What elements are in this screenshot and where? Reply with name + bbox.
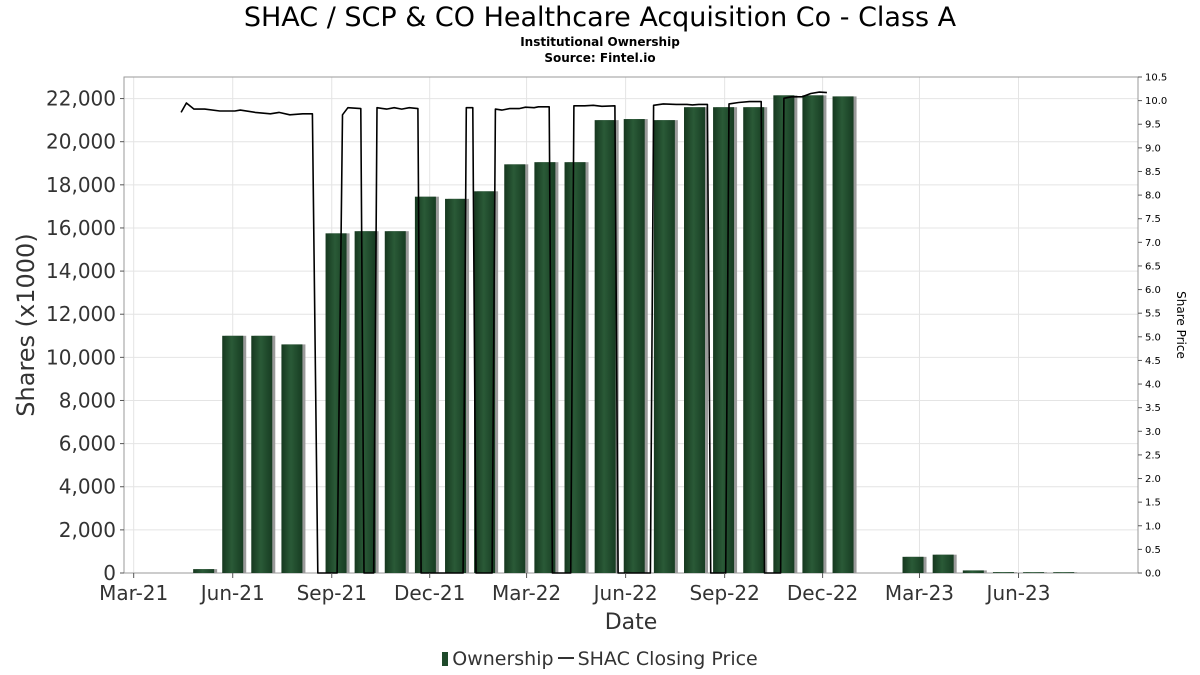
- y2-tick-label: 0.0: [1145, 569, 1161, 580]
- ownership-bar: [354, 231, 376, 574]
- y-tick-label: 14,000: [46, 259, 116, 283]
- x-tick-label: Sep-22: [689, 581, 759, 605]
- ownership-bar: [222, 335, 244, 573]
- right-axis: 0.0 0.5 1.0 1.5 2.0 2.5 3.0 3.5 4.0 4.5 5.0 5.5 6.0 6…: [1138, 73, 1167, 580]
- y-tick-label: 20,000: [46, 130, 116, 154]
- ownership-bar: [902, 556, 924, 573]
- y2-tick-label: 2.5: [1145, 450, 1161, 461]
- y-axis-label: Shares (x1000): [12, 233, 40, 416]
- y2-tick-label: 3.0: [1145, 427, 1161, 438]
- ownership-bar: [1053, 572, 1075, 573]
- y2-tick-label: 4.0: [1145, 380, 1161, 391]
- ownership-bar: [281, 344, 303, 573]
- ownership-bar: [653, 120, 675, 573]
- y-tick-label: 8,000: [59, 388, 116, 412]
- ownership-bar: [414, 196, 436, 573]
- ownership-bar: [684, 107, 706, 573]
- x-tick-label: Jun-22: [592, 581, 658, 605]
- ownership-bar: [713, 107, 735, 573]
- y2-tick-label: 7.5: [1145, 214, 1161, 225]
- ownership-bar: [251, 335, 273, 573]
- ownership-bar: [802, 95, 824, 573]
- price-line: [180, 91, 827, 574]
- x-tick-label: Sep-21: [297, 581, 367, 605]
- legend: Ownership SHAC Closing Price: [0, 647, 1200, 671]
- y2-tick-label: 2.0: [1145, 474, 1161, 485]
- y-tick-label: 16,000: [46, 216, 116, 240]
- y2-tick-label: 6.5: [1145, 261, 1161, 272]
- ownership-bar: [1023, 572, 1045, 573]
- price-line-group: [180, 91, 827, 574]
- ownership-bar: [474, 191, 496, 573]
- left-axis: 0 2,000 4,000 6,000 8,000 10,000 12,000 14,000 1…: [46, 87, 124, 585]
- y2-tick-label: 10.0: [1145, 96, 1167, 107]
- y2-tick-label: 5.0: [1145, 332, 1161, 343]
- ownership-bar: [832, 96, 854, 574]
- y-tick-label: 10,000: [46, 345, 116, 369]
- ownership-bar: [504, 164, 526, 574]
- y-tick-label: 22,000: [46, 87, 116, 111]
- price-swatch: [557, 657, 574, 659]
- y2-tick-label: 7.0: [1145, 238, 1161, 249]
- ownership-bars: [193, 95, 1078, 574]
- y2-tick-label: 6.0: [1145, 285, 1161, 296]
- y2-tick-label: 8.0: [1145, 191, 1161, 202]
- y2-tick-label: 3.5: [1145, 403, 1161, 414]
- y2-tick-label: 10.5: [1145, 73, 1167, 84]
- ownership-bar: [743, 107, 765, 573]
- chart-subtitle: Institutional Ownership: [520, 35, 680, 49]
- ownership-bar: [564, 162, 586, 573]
- y2-tick-label: 5.5: [1145, 309, 1161, 320]
- ownership-bar: [325, 233, 347, 573]
- ownership-bar: [193, 569, 215, 573]
- ownership-bar: [932, 554, 954, 573]
- x-tick-label: Dec-22: [787, 581, 858, 605]
- legend-price: SHAC Closing Price: [577, 648, 758, 670]
- y2-tick-label: 0.5: [1145, 545, 1161, 556]
- ownership-swatch: [442, 652, 449, 666]
- chart-source: Source: Fintel.io: [544, 51, 656, 65]
- ownership-bar: [992, 572, 1014, 573]
- y2-tick-label: 1.0: [1145, 521, 1161, 532]
- x-tick-label: Mar-22: [492, 581, 561, 605]
- chart-title: SHAC / SCP & CO Healthcare Acquisition C…: [243, 2, 957, 33]
- x-tick-label: Mar-21: [99, 581, 168, 605]
- y2-tick-label: 4.5: [1145, 356, 1161, 367]
- x-tick-label: Jun-23: [985, 581, 1051, 605]
- y-tick-label: 18,000: [46, 173, 116, 197]
- y2-tick-label: 8.5: [1145, 167, 1161, 178]
- x-tick-label: Mar-23: [885, 581, 954, 605]
- y-tick-label: 0: [103, 561, 116, 585]
- y2-tick-label: 9.0: [1145, 143, 1161, 154]
- ownership-bar: [962, 570, 984, 573]
- y-tick-label: 2,000: [59, 518, 116, 542]
- ownership-bar: [445, 198, 467, 573]
- ownership-bar: [384, 231, 406, 574]
- ownership-bar: [594, 120, 616, 573]
- y2-tick-label: 9.5: [1145, 120, 1161, 131]
- x-axis-label: Date: [605, 610, 658, 635]
- x-axis: Mar-21 Jun-21 Sep-21 Dec-21 Mar-22 Jun-22 Sep-…: [99, 573, 1050, 605]
- y2-tick-label: 1.5: [1145, 498, 1161, 509]
- ownership-bar: [773, 95, 795, 573]
- legend-ownership: Ownership: [452, 648, 554, 670]
- y-tick-label: 4,000: [59, 475, 116, 499]
- y2-axis-label: Share Price: [1174, 291, 1188, 359]
- x-tick-label: Dec-21: [394, 581, 465, 605]
- ownership-bar: [623, 119, 645, 573]
- y-tick-label: 12,000: [46, 302, 116, 326]
- y-tick-label: 6,000: [59, 432, 116, 456]
- x-tick-label: Jun-21: [199, 581, 265, 605]
